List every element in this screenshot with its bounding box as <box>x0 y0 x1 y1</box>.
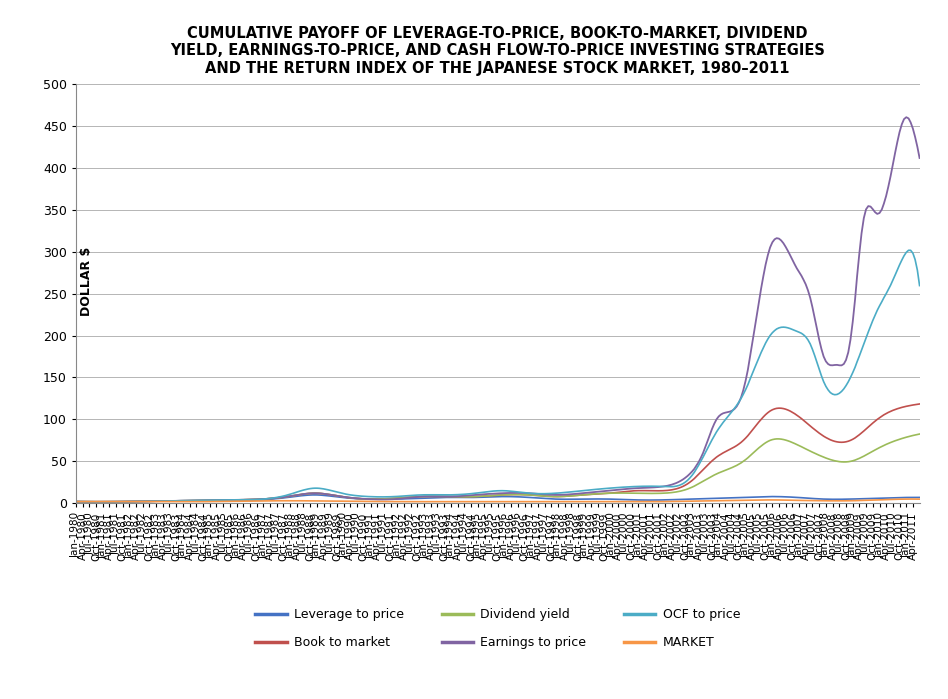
Title: CUMULATIVE PAYOFF OF LEVERAGE-TO-PRICE, BOOK-TO-MARKET, DIVIDEND
YIELD, EARNINGS: CUMULATIVE PAYOFF OF LEVERAGE-TO-PRICE, … <box>171 26 825 75</box>
Legend: Leverage to price, Book to market, Dividend yield, Earnings to price, OCF to pri: Leverage to price, Book to market, Divid… <box>249 602 746 655</box>
Text: DOLLAR $: DOLLAR $ <box>81 246 94 316</box>
